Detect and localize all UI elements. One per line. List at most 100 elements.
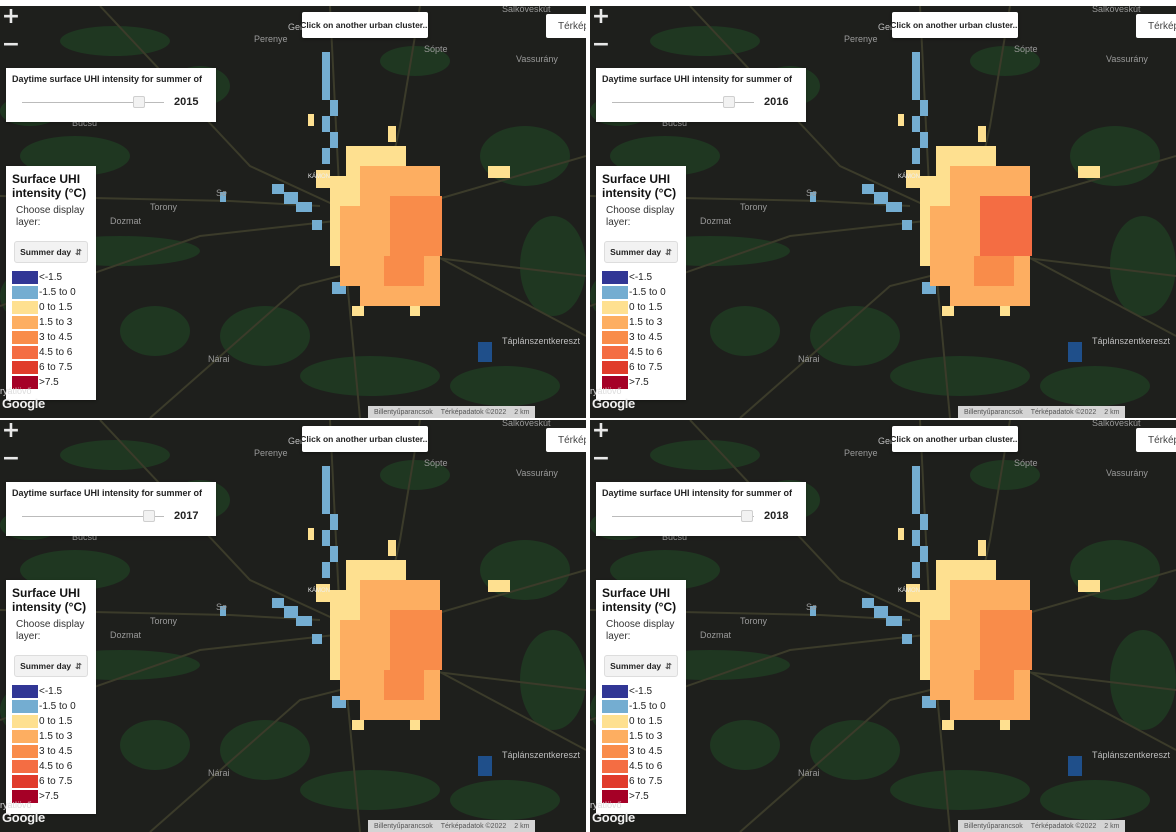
uhi-cell [322,84,330,100]
year-slider-track[interactable] [22,516,164,517]
keyboard-shortcuts-link[interactable]: Billentyűparancsok [374,408,433,416]
legend-item: 4.5 to 6 [602,345,680,360]
map-panel-2017[interactable]: Perenye Gencsapáti Sópte Vassurány Salkö… [0,420,586,832]
map-panel-2015[interactable]: Perenye Gencsapáti Sópte Vassurány Salkö… [0,6,586,418]
map-data-link[interactable]: Térképadatok ©2022 [440,408,507,416]
zoom-out-button[interactable]: − [591,446,611,471]
keyboard-shortcuts-link[interactable]: Billentyűparancsok [964,822,1023,830]
uhi-cell [272,598,284,608]
uhi-heatmap[interactable] [810,52,1100,316]
zoom-in-button[interactable]: + [1,6,21,29]
legend-swatch [12,361,38,374]
legend-item: 0 to 1.5 [602,714,680,729]
legend-item: 1.5 to 3 [602,729,680,744]
map-data-link[interactable]: Térképadatok ©2022 [1030,822,1097,830]
forest-patch [970,460,1040,490]
map-type-button[interactable]: Térkép [546,428,586,452]
zoom-out-button[interactable]: − [1,446,21,471]
legend-swatch [12,376,38,389]
legend-label: >7.5 [39,377,59,388]
legend-item: 1.5 to 3 [12,729,90,744]
legend-item: <-1.5 [12,684,90,699]
map-type-button[interactable]: Térkép [1136,14,1176,38]
water-body [478,756,492,776]
google-logo: Google [592,810,635,825]
place-dozmat: Dozmat [700,630,732,640]
year-slider-track[interactable] [612,102,754,103]
year-slider-track[interactable] [612,516,754,517]
legend-item: 4.5 to 6 [12,345,90,360]
place-kamon: KÁMON [898,174,921,180]
uhi-cell [330,132,338,148]
legend-title: Surface UHI intensity (°C) [12,172,87,200]
legend-panel: Surface UHI intensity (°C) Choose displa… [596,166,686,400]
display-layer-select[interactable]: Summer day ⇵ [14,655,88,677]
zoom-out-button[interactable]: − [1,32,21,57]
legend-item: 3 to 4.5 [602,744,680,759]
legend-label: <-1.5 [39,686,63,697]
display-layer-select[interactable]: Summer day ⇵ [604,655,678,677]
uhi-cell [330,100,338,116]
legend-item: >7.5 [12,375,90,390]
uhi-cell [886,616,902,626]
select-caret-icon: ⇵ [665,661,672,671]
uhi-cell [388,126,396,142]
map-panel-2018[interactable]: Perenye Gencsapáti Sópte Vassurány Salkö… [590,420,1176,832]
uhi-cell [912,68,920,84]
uhi-cell [874,192,888,204]
legend-swatch [12,286,38,299]
forest-patch [220,306,310,366]
legend-swatch [602,700,628,713]
place-salkoveskut: Salköveskút [1092,420,1141,428]
map-type-button[interactable]: Térkép [546,14,586,38]
legend-label: 3 to 4.5 [629,332,663,343]
urban-cluster-button[interactable]: Click on another urban cluster... [890,426,1020,452]
uhi-heatmap[interactable] [220,466,510,730]
display-layer-select[interactable]: Summer day ⇵ [14,241,88,263]
year-slider-handle[interactable] [740,510,753,522]
uhi-cell [296,202,312,212]
forest-patch [1110,216,1176,316]
legend-label: <-1.5 [629,686,653,697]
place-taplanszentkereszt: Táplánszentkereszt [1092,750,1171,760]
uhi-cell [902,220,912,230]
water-pond [1068,342,1082,362]
map-panel-2016[interactable]: Perenye Gencsapáti Sópte Vassurány Salkö… [590,6,1176,418]
map-type-button[interactable]: Térkép [1136,428,1176,452]
keyboard-shortcuts-link[interactable]: Billentyűparancsok [374,822,433,830]
forest-patch [710,720,780,770]
road [0,155,586,307]
uhi-cell [352,306,364,316]
zoom-in-button[interactable]: + [591,6,611,29]
year-slider-handle[interactable] [132,96,145,108]
uhi-heatmap[interactable] [220,52,510,316]
forest-patch [1040,366,1150,406]
uhi-cell [488,580,510,592]
zoom-in-button[interactable]: + [1,420,21,443]
urban-cluster-button[interactable]: Click on another urban cluster... [890,12,1020,38]
map-data-link[interactable]: Térképadatok ©2022 [440,822,507,830]
display-layer-select[interactable]: Summer day ⇵ [604,241,678,263]
legend-label: 0 to 1.5 [629,716,663,727]
year-slider-handle[interactable] [722,96,735,108]
uhi-heatmap[interactable] [810,466,1100,730]
year-label: 2016 [764,96,789,108]
legend-subtitle: Choose display layer: [16,619,85,642]
uhi-cell [920,132,928,148]
water-body [1068,342,1082,362]
keyboard-shortcuts-link[interactable]: Billentyűparancsok [964,408,1023,416]
year-slider-handle[interactable] [142,510,155,522]
legend-items: <-1.5 -1.5 to 0 0 to 1.5 1.5 to 3 3 to 4.5 4.… [602,684,680,804]
urban-cluster-button[interactable]: Click on another urban cluster... [300,12,430,38]
forest-patch [650,440,760,470]
forest-patch [380,46,450,76]
zoom-in-button[interactable]: + [591,420,611,443]
urban-cluster-button[interactable]: Click on another urban cluster... [300,426,430,452]
uhi-cell [488,166,510,178]
place-torony: Torony [150,202,178,212]
uhi-cell [390,610,442,670]
zoom-out-button[interactable]: − [591,32,611,57]
place-vassurany: Vassurány [516,468,558,478]
map-data-link[interactable]: Térképadatok ©2022 [1030,408,1097,416]
year-slider-track[interactable] [22,102,164,103]
